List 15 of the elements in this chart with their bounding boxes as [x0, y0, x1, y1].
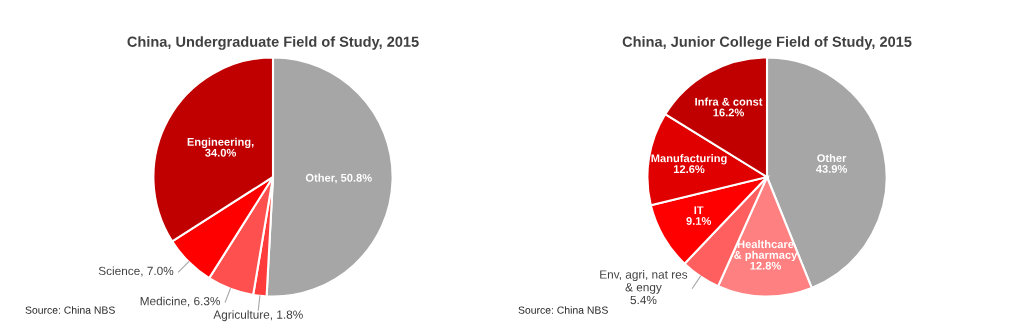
chart-title: China, Junior College Field of Study, 2015: [622, 36, 912, 50]
slice-label: Agriculture, 1.8%: [213, 310, 303, 322]
source-note: Source: China NBS: [518, 306, 608, 314]
chart-title: China, Undergraduate Field of Study, 2015: [127, 36, 419, 50]
slice-label: Manufacturing 12.6%: [651, 154, 727, 174]
slice-label: Science, 7.0%: [98, 266, 174, 277]
slice-label: Other 43.9%: [815, 153, 848, 173]
slice-label: Infra & const 16.2%: [695, 97, 763, 117]
slice-label: Medicine, 6.3%: [140, 296, 221, 307]
slice-label: Healthcare & pharmacy 12.8%: [734, 239, 798, 270]
slice-label: Env, agri, nat res & engy 5.4%: [600, 270, 688, 305]
slice-label: IT 9.1%: [686, 206, 712, 225]
slice-label: Other, 50.8%: [305, 173, 372, 184]
slice-label: Engineering, 34.0%: [187, 137, 254, 157]
source-note: Source: China NBS: [25, 306, 115, 314]
